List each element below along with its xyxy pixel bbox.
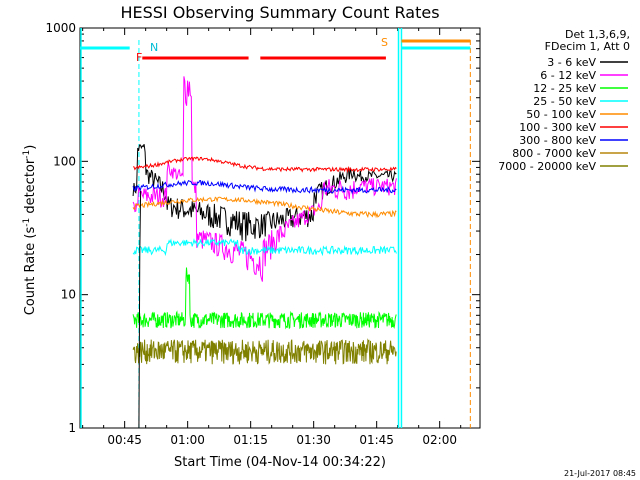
series-line [132,338,397,365]
x-tick-label: 01:15 [233,433,268,447]
legend-entry-label: 800 - 7000 keV [512,147,596,160]
y-tick-label: 1 [68,421,76,435]
series-line [132,144,397,242]
x-axis-label: Start Time (04-Nov-14 00:34:22) [174,455,386,470]
legend-entry-label: 300 - 800 keV [519,134,596,147]
x-tick-label: 01:45 [359,433,394,447]
y-tick-label: 100 [53,154,76,168]
legend-entry-label: 25 - 50 keV [533,95,596,108]
chart-title: HESSI Observing Summary Count Rates [120,3,439,22]
footer-date: 21-Jul-2017 08:45 [564,469,636,478]
legend-header: Det 1,3,6,9, [565,28,630,41]
x-tick-label: 02:00 [422,433,457,447]
x-tick-label: 01:30 [296,433,331,447]
legend-header: FDecim 1, Att 0 [545,40,630,53]
legend-entry-label: 6 - 12 keV [540,69,596,82]
legend-entry-label: 100 - 300 keV [519,121,596,134]
night-label: N [150,41,158,54]
axis-ticks: 00:45 01:00 01:15 01:30 01:45 02:00 1 10 100 1000 [45,21,480,447]
y-tick-label: 10 [61,288,76,302]
annotation-bands [80,28,471,428]
series-line [132,196,397,219]
flare-label: F [136,51,142,64]
series-line [132,267,397,330]
series-lines [132,76,397,429]
legend-entry-label: 7000 - 20000 keV [498,160,596,173]
series-line [132,238,397,257]
y-axis-label: Count Rate (s-1 detector-1) [22,145,38,316]
saa-label: S [381,36,388,49]
plot-frame [79,27,481,429]
legend-entry-label: 50 - 100 keV [526,108,596,121]
x-tick-label: 00:45 [107,433,142,447]
series-line [133,156,397,174]
legend-entry-label: 3 - 6 keV [547,56,596,69]
legend-entry-label: 12 - 25 keV [533,82,596,95]
series-line [138,190,142,429]
series-line [132,179,397,195]
x-tick-label: 01:00 [170,433,205,447]
y-tick-label: 1000 [45,21,76,35]
